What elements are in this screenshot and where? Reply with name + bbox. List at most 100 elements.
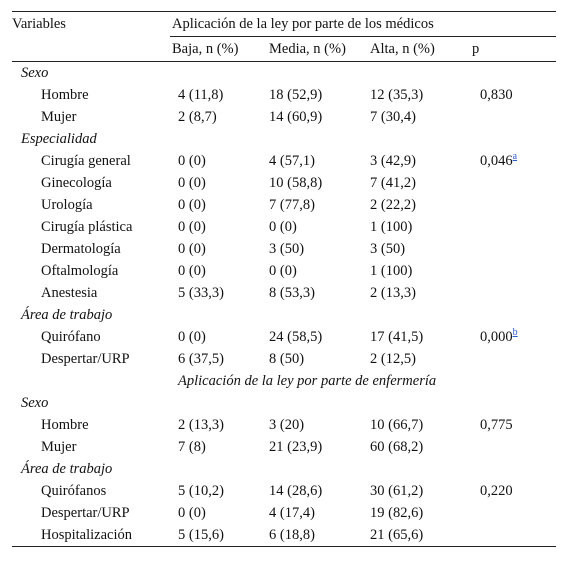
table-row: Despertar/URP 0 (0) 4 (17,4) 19 (82,6) [12,502,556,524]
cell-media: 0 (0) [269,219,297,235]
cell-p: 0,220 [472,480,556,502]
cell-p: 0,046a [472,150,556,172]
header-row-columns: Baja, n (%) Media, n (%) Alta, n (%) p [12,36,557,62]
p-value: 0,000 [480,329,513,345]
cell-baja: 2 (8,7) [178,109,217,125]
cell-media: 14 (28,6) [269,483,323,499]
cell-alta: 1 (100) [370,219,413,235]
cell-media: 21 (23,9) [269,439,323,455]
cell-baja: 0 (0) [178,153,206,169]
cell-baja: 0 (0) [178,175,206,191]
cell-alta: 30 (61,2) [370,483,424,499]
results-table: Variables Aplicación de la ley por parte… [12,11,557,547]
table-row: Anestesia 5 (33,3) 8 (53,3) 2 (13,3) [12,282,556,304]
cell-p [472,238,556,260]
row-label: Hombre [41,87,89,103]
row-label: Despertar/URP [41,351,130,367]
table-row: Mujer 7 (8) 21 (23,9) 60 (68,2) [12,436,556,458]
table-row: Oftalmología 0 (0) 0 (0) 1 (100) [12,260,556,282]
cell-p [472,502,556,524]
table-row: Hospitalización 5 (15,6) 6 (18,8) 21 (65,6) [12,524,557,547]
cell-alta: 3 (50) [370,241,406,257]
row-label: Cirugía general [41,153,131,169]
cell-baja: 7 (8) [178,439,206,455]
cell-media: 18 (52,9) [269,87,323,103]
table-row: Mujer 2 (8,7) 14 (60,9) 7 (30,4) [12,106,556,128]
p-value: 0,830 [480,87,513,103]
cell-p: 0,830 [472,84,556,106]
cell-alta: 17 (41,5) [370,329,424,345]
cell-p [472,260,556,282]
footnote-link[interactable]: a [512,151,518,162]
cell-p [472,172,556,194]
group-row-enfermeria: Aplicación de la ley por parte de enferm… [12,370,556,392]
section-title: Especialidad [21,131,97,147]
row-label: Mujer [41,109,77,125]
table-row: Hombre 2 (13,3) 3 (20) 10 (66,7) 0,775 [12,414,556,436]
cell-p [472,282,556,304]
cell-baja: 0 (0) [178,197,206,213]
cell-p: 0,775 [472,414,556,436]
cell-alta: 19 (82,6) [370,505,424,521]
section-title: Área de trabajo [21,461,113,477]
row-label: Mujer [41,439,77,455]
table-row: Ginecología 0 (0) 10 (58,8) 7 (41,2) [12,172,556,194]
row-label: Ginecología [41,175,112,191]
cell-media: 24 (58,5) [269,329,323,345]
cell-baja: 5 (15,6) [170,524,269,547]
header-col-alta: Alta, n (%) [370,36,472,62]
cell-media: 4 (57,1) [269,153,315,169]
cell-media: 6 (18,8) [269,524,370,547]
cell-media: 10 (58,8) [269,175,323,191]
group-title-enfermeria: Aplicación de la ley por parte de enferm… [178,373,437,389]
cell-p [472,436,556,458]
cell-baja: 0 (0) [178,505,206,521]
cell-baja: 2 (13,3) [178,417,224,433]
row-label: Quirófano [41,329,101,345]
cell-p [472,194,556,216]
header-empty-cell [12,36,170,62]
row-label: Urología [41,197,93,213]
cell-alta: 2 (12,5) [370,351,416,367]
row-label: Hospitalización [12,524,170,547]
cell-media: 0 (0) [269,263,297,279]
header-col-baja: Baja, n (%) [170,36,269,62]
cell-baja: 4 (11,8) [178,87,224,103]
table-row: Cirugía plástica 0 (0) 0 (0) 1 (100) [12,216,556,238]
cell-p [472,348,556,370]
header-col-media: Media, n (%) [269,36,370,62]
footnote-link[interactable]: b [512,327,518,338]
cell-p [472,216,556,238]
cell-alta: 12 (35,3) [370,87,424,103]
cell-media: 8 (53,3) [269,285,315,301]
cell-p [472,524,557,547]
cell-baja: 5 (10,2) [178,483,224,499]
row-label: Dermatología [41,241,121,257]
cell-baja: 0 (0) [178,241,206,257]
cell-alta: 2 (22,2) [370,197,416,213]
section-row: Especialidad [12,128,556,150]
p-value: 0,046 [480,153,513,169]
section-title: Sexo [21,395,49,411]
p-value: 0,220 [480,483,513,499]
cell-baja: 0 (0) [178,329,206,345]
group-spacer [12,370,170,392]
table-row: Despertar/URP 6 (37,5) 8 (50) 2 (12,5) [12,348,556,370]
cell-baja: 0 (0) [178,263,206,279]
cell-media: 3 (50) [269,241,305,257]
header-col-p: p [472,36,557,62]
section-row: Área de trabajo [12,458,556,480]
cell-media: 4 (17,4) [269,505,315,521]
header-row-group: Variables Aplicación de la ley por parte… [12,11,557,37]
section-row: Área de trabajo [12,304,556,326]
row-label: Oftalmología [41,263,119,279]
table-row: Hombre 4 (11,8) 18 (52,9) 12 (35,3) 0,830 [12,84,556,106]
cell-alta: 2 (13,3) [370,285,416,301]
p-value: 0,775 [480,417,513,433]
cell-alta: 10 (66,7) [370,417,424,433]
cell-alta: 7 (30,4) [370,109,416,125]
cell-media: 14 (60,9) [269,109,323,125]
header-variables: Variables [12,11,170,37]
cell-media: 8 (50) [269,351,305,367]
cell-baja: 6 (37,5) [178,351,224,367]
